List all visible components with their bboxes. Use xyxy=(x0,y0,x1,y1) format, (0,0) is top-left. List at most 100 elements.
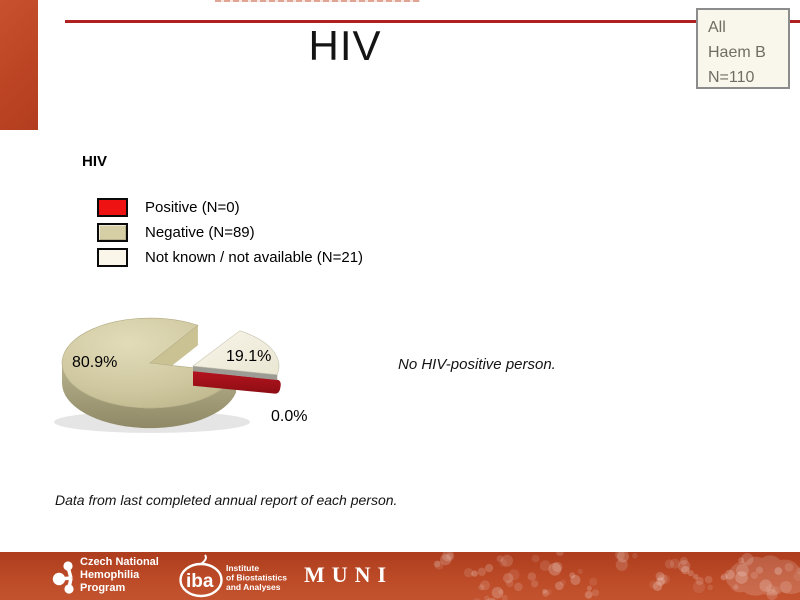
pattern-dot xyxy=(692,581,705,594)
pattern-dot xyxy=(433,560,441,568)
pattern-dot xyxy=(736,563,749,577)
pattern-dot xyxy=(505,579,514,588)
pattern-dot xyxy=(592,589,600,597)
pattern-dot xyxy=(741,553,754,566)
pattern-dot xyxy=(471,570,478,577)
pattern-dot xyxy=(652,581,663,591)
legend-item-positive: Positive (N=0) xyxy=(97,198,363,217)
footer-molecule-pattern xyxy=(433,552,800,600)
pattern-dot xyxy=(670,558,681,569)
cohort-info-box: All Haem B N=110 xyxy=(696,8,790,89)
pattern-dot xyxy=(649,580,658,589)
pattern-dot xyxy=(784,562,794,572)
pattern-dot xyxy=(480,580,490,591)
pie-label-positive: 0.0% xyxy=(271,408,308,425)
pattern-dot xyxy=(491,586,504,599)
pattern-dot xyxy=(501,554,514,567)
pattern-dot xyxy=(555,581,564,591)
muni-wordmark: MUNI xyxy=(304,562,394,587)
pattern-dot xyxy=(750,571,758,579)
pattern-dot xyxy=(664,559,674,569)
pattern-dot xyxy=(657,574,668,585)
title-divider-line xyxy=(65,20,800,23)
legend-swatch-notknown xyxy=(97,248,128,267)
pie-label-notknown: 19.1% xyxy=(226,348,272,365)
pattern-dot xyxy=(531,554,540,563)
chart-heading: HIV xyxy=(82,153,108,170)
pattern-dot xyxy=(755,566,764,574)
pattern-dot xyxy=(687,570,694,577)
pattern-dot xyxy=(632,552,638,559)
pattern-dot xyxy=(527,572,537,581)
pattern-dot xyxy=(496,555,504,563)
pattern-dot xyxy=(759,579,772,592)
pattern-dot xyxy=(463,568,474,578)
iba-logo-icon: iba Institute of Biostatistics and Analy… xyxy=(179,554,287,598)
pattern-dot xyxy=(542,588,548,594)
pattern-dot xyxy=(735,571,748,584)
pattern-dot xyxy=(501,594,508,600)
pattern-dot xyxy=(484,595,490,600)
pattern-dot xyxy=(707,584,713,591)
pattern-dot xyxy=(681,565,690,575)
pattern-dot xyxy=(556,552,564,556)
iba-sub-line: Institute xyxy=(226,563,259,573)
cohort-n: N=110 xyxy=(708,69,755,86)
legend-item-negative: Negative (N=89) xyxy=(97,223,363,242)
cohort-scope: All xyxy=(708,19,726,36)
corner-accent-block xyxy=(0,0,38,130)
pattern-dot xyxy=(570,574,581,586)
pattern-dot xyxy=(661,574,671,584)
pattern-dot xyxy=(766,589,778,600)
org1-line: Czech National xyxy=(80,556,159,568)
legend-label: Not known / not available (N=21) xyxy=(145,249,364,266)
pattern-dot xyxy=(655,571,665,581)
pattern-dot xyxy=(589,577,598,586)
pattern-dot xyxy=(499,559,507,567)
legend-label: Positive (N=0) xyxy=(145,199,240,216)
pie-label-negative: 80.9% xyxy=(72,354,118,371)
pattern-dot xyxy=(695,576,704,586)
pattern-dot xyxy=(548,562,562,576)
pattern-dot xyxy=(477,567,486,576)
iba-sub-line: of Biostatistics xyxy=(226,573,287,583)
pie-negative-slice xyxy=(61,317,237,409)
pattern-dot xyxy=(514,582,523,592)
pattern-dot xyxy=(679,557,688,565)
footer-bar xyxy=(0,552,800,600)
pattern-dot xyxy=(738,557,745,564)
pattern-dot xyxy=(552,561,563,572)
pie-positive-edge xyxy=(193,371,281,394)
data-footnote: Data from last completed annual report o… xyxy=(55,492,398,508)
org1-name: Czech National Hemophilia Program xyxy=(80,556,159,595)
pattern-dot xyxy=(440,554,452,566)
molecule-icon xyxy=(52,561,74,594)
pattern-dot xyxy=(584,590,593,599)
pattern-dot xyxy=(530,580,539,588)
pie-notknown-slice xyxy=(192,330,280,376)
pattern-dot xyxy=(434,560,444,570)
legend-label: Negative (N=89) xyxy=(145,224,255,241)
pattern-dot xyxy=(780,581,792,593)
pattern-dot xyxy=(615,552,625,560)
pattern-dot xyxy=(678,560,691,573)
pattern-dot xyxy=(508,569,520,581)
pattern-dot xyxy=(485,564,494,573)
pattern-dot xyxy=(724,569,735,580)
pattern-dot xyxy=(616,552,630,563)
pattern-dot xyxy=(771,586,780,595)
pattern-dot xyxy=(539,560,551,572)
czech-map-silhouette xyxy=(726,555,800,596)
pattern-dot xyxy=(704,575,713,584)
pattern-dot xyxy=(720,573,728,581)
pattern-dot xyxy=(733,584,739,590)
pattern-dot xyxy=(546,588,553,595)
iba-sub-line: and Analyses xyxy=(226,582,281,592)
pattern-dot xyxy=(774,567,783,575)
pattern-dot xyxy=(586,585,592,591)
pattern-dot xyxy=(656,577,665,586)
top-pattern-strip xyxy=(215,0,420,2)
legend-item-notknown: Not known / not available (N=21) xyxy=(97,248,363,267)
pattern-dot xyxy=(692,573,699,580)
pattern-dot xyxy=(498,589,504,595)
